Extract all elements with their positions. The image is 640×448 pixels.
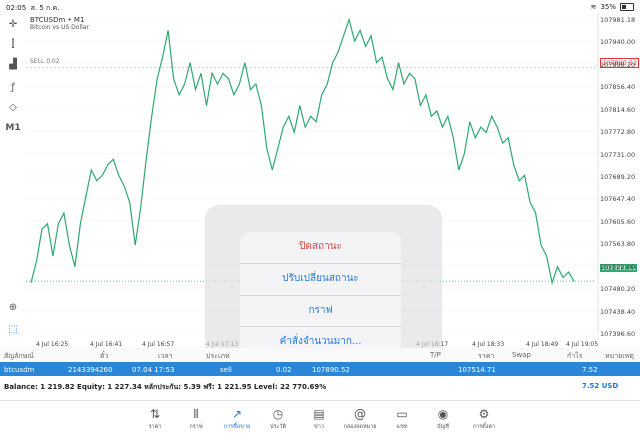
wifi-icon: ≋: [590, 3, 597, 11]
y-tick-label: 107647.40: [600, 195, 636, 204]
candles-icon[interactable]: ⫿: [11, 39, 15, 50]
col-price: ราคา: [478, 352, 495, 360]
shapes-icon[interactable]: ◇: [9, 102, 17, 113]
tab-chat[interactable]: ▭ แชท: [384, 407, 420, 431]
col-swap: Swap: [512, 351, 531, 359]
y-tick-label: 107438.40: [600, 307, 636, 316]
tab-mailbox[interactable]: @ กล่องจดหมาย: [342, 407, 378, 431]
tab-account-label: บัญชี: [437, 424, 449, 430]
status-right: ≋ 35%: [591, 3, 634, 11]
price-series-line: [30, 17, 575, 286]
y-tick-label: 107396.60: [600, 330, 636, 338]
y-tick-label: 107856.40: [600, 83, 636, 92]
trade-chart-icon: ↗: [231, 407, 243, 421]
history-icon: ◷: [272, 407, 284, 421]
x-tick-label: 4 Jul 19:05: [566, 341, 599, 348]
status-bar: 02:05 ส. 5 ก.ค. ≋ 35%: [0, 0, 640, 13]
col-time: เวลา: [158, 352, 173, 360]
tab-mailbox-label: กล่องจดหมาย: [343, 424, 377, 430]
menu-bulk-orders[interactable]: คำสั่งจำนวนมาก...: [279, 336, 362, 348]
battery-icon: [620, 3, 634, 11]
tab-history[interactable]: ◷ ประวัติ: [260, 407, 296, 431]
col-symbol: สัญลักษณ์: [4, 352, 34, 360]
tab-trade-label: การซื้อขาย: [223, 424, 251, 430]
y-tick-label: 107898.20: [600, 60, 636, 69]
menu-chart[interactable]: กราฟ: [240, 296, 401, 328]
positions-header: สัญลักษณ์ ตั๋ว เวลา ประเภท T/P ราคา Swap…: [0, 348, 640, 362]
account-icon: ◉: [437, 407, 449, 421]
tab-history-label: ประวัติ: [269, 424, 287, 430]
col-tp: T/P: [430, 351, 441, 359]
tab-quotes[interactable]: ⇅ ราคา: [137, 407, 173, 431]
col-comment: หมายเหตุ: [605, 352, 634, 360]
sell-price-tag: 107890.52: [600, 58, 640, 68]
trade-icon[interactable]: ⬚: [8, 324, 18, 335]
balance-text: Balance: 1 219.82 Equity: 1 227.34 หลักป…: [4, 383, 327, 391]
y-tick-label: 107605.60: [600, 217, 636, 226]
news-icon: ▤: [313, 407, 325, 421]
tab-news[interactable]: ▤ ข่าว: [301, 407, 337, 431]
status-time-text: 02:05: [6, 4, 27, 12]
tab-bar: ⇅ ราคา ⫴ กราฟ ↗ การซื้อขาย ◷ ประวัติ ▤ ข่าว @…: [0, 400, 640, 448]
row-price: 107514.71: [458, 366, 496, 374]
account-summary: Balance: 1 219.82 Equity: 1 227.34 หลักป…: [0, 380, 640, 393]
status-date: ส. 5 ก.ค.: [30, 4, 60, 12]
timeframe-icon[interactable]: M1: [5, 123, 21, 133]
chat-icon: ▭: [396, 407, 408, 421]
chart-description: Bitcoin vs US Dollar: [30, 24, 89, 31]
x-tick-label: 4 Jul 16:25: [36, 341, 69, 348]
row-type: sell: [220, 366, 232, 374]
chart-symbol: BTCUSDm • M1: [30, 16, 85, 24]
tab-chart[interactable]: ⫴ กราฟ: [178, 407, 214, 431]
menu-close-position[interactable]: ปิดสถานะ: [240, 232, 401, 264]
zoom-icon[interactable]: ⊕: [8, 302, 18, 313]
tab-quotes-label: ราคา: [148, 424, 162, 430]
status-time: 02:05 ส. 5 ก.ค.: [6, 3, 59, 14]
x-tick-label: 4 Jul 16:41: [90, 341, 123, 348]
quotes-icon: ⇅: [149, 407, 161, 421]
y-tick-label: 107940.00: [600, 38, 636, 47]
y-tick-label: 107772.80: [600, 128, 636, 137]
indicator-icon[interactable]: ƒ: [11, 82, 15, 93]
position-row[interactable]: btcusdm 2143394260 07.04 17:53 sell 0.02…: [0, 362, 640, 376]
col-type: ประเภท: [206, 352, 230, 360]
total-profit: 7.52 USD: [582, 382, 619, 390]
row-profit: 7.52: [582, 366, 598, 374]
tab-settings[interactable]: ⚙ การตั้งค่า: [466, 407, 502, 431]
y-tick-label: 107563.80: [600, 240, 636, 249]
y-tick-label: 107522.00: [600, 262, 636, 271]
row-open-price: 107890.52: [312, 366, 350, 374]
bid-price-tag: 107493.11: [600, 264, 638, 272]
chart-icon: ⫴: [193, 407, 199, 421]
row-symbol: btcusdm: [4, 366, 35, 374]
row-ticket: 2143394260: [68, 366, 113, 374]
chart-toolbar: ✛ ⫿ ▟ ƒ ◇ M1 ⊕ ⬚: [0, 13, 26, 348]
crosshair-icon[interactable]: ✛: [8, 19, 18, 30]
col-ticket: ตั๋ว: [100, 352, 109, 360]
tab-settings-label: การตั้งค่า: [472, 424, 496, 430]
battery-percent: 35%: [600, 3, 616, 11]
x-tick-label: 4 Jul 18:49: [526, 341, 559, 348]
bars-icon[interactable]: ▟: [9, 59, 17, 70]
y-tick-label: 107480.20: [600, 285, 636, 294]
col-profit: กำไร: [567, 352, 583, 360]
x-tick-label: 4 Jul 16:57: [142, 341, 175, 348]
settings-icon: ⚙: [478, 407, 490, 421]
y-tick-label: 107689.20: [600, 173, 636, 181]
tab-account[interactable]: ◉ บัญชี: [425, 407, 461, 431]
row-volume: 0.02: [276, 366, 292, 374]
y-tick-label: 107814.60: [600, 105, 636, 114]
x-tick-label: 4 Jul 18:33: [472, 341, 505, 348]
tab-chart-label: กราฟ: [189, 424, 203, 430]
menu-modify-position[interactable]: ปรับเปลี่ยนสถานะ: [240, 264, 401, 296]
row-time: 07.04 17:53: [132, 366, 175, 374]
y-tick-label: 107731.00: [600, 150, 636, 159]
y-tick-label: 107981.18: [600, 16, 636, 24]
tab-news-label: ข่าว: [314, 424, 324, 430]
mail-icon: @: [354, 407, 366, 421]
tab-chat-label: แชท: [396, 424, 408, 430]
tab-trade[interactable]: ↗ การซื้อขาย: [219, 407, 255, 431]
sell-position-label: SELL 0.02: [30, 58, 60, 65]
context-menu: ปิดสถานะ ปรับเปลี่ยนสถานะ กราฟ คำสั่งจำน…: [240, 232, 401, 355]
